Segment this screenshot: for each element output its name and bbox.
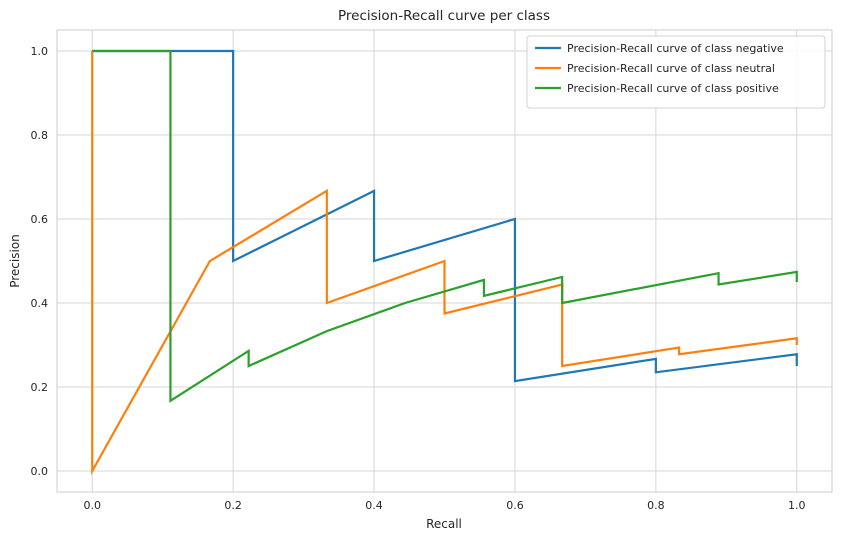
y-axis-label: Precision: [8, 234, 22, 288]
legend-label: Precision-Recall curve of class positive: [567, 82, 779, 95]
tick-labels: 0.0 0.2 0.4 0.6 0.8 1.0 0.0 0.2 0.4 0.6 0.8 1.0: [31, 45, 806, 512]
series-lines: [91, 49, 798, 476]
x-axis-label: Recall: [426, 517, 462, 531]
chart-title: Precision-Recall curve per class: [338, 8, 550, 24]
x-tick-label: 0.4: [365, 499, 383, 512]
x-tick-label: 0.6: [506, 499, 524, 512]
legend-box: [526, 35, 826, 109]
y-tick-label: 0.8: [31, 129, 49, 142]
legend-label: Precision-Recall curve of class negative: [567, 42, 784, 55]
y-tick-label: 1.0: [31, 45, 49, 58]
legend: Precision-Recall curve of class negative…: [526, 35, 826, 109]
x-tick-label: 0.0: [83, 499, 101, 512]
legend-label: Precision-Recall curve of class neutral: [567, 62, 775, 75]
y-tick-label: 0.2: [31, 381, 49, 394]
y-tick-label: 0.0: [31, 465, 49, 478]
y-tick-label: 0.6: [31, 213, 49, 226]
y-tick-label: 0.4: [31, 297, 49, 310]
series-line-1: [92, 49, 798, 383]
x-tick-label: 0.2: [224, 499, 242, 512]
series-line-3: [92, 49, 798, 403]
x-tick-label: 0.8: [647, 499, 665, 512]
x-tick-label: 1.0: [788, 499, 806, 512]
series-line-2: [91, 51, 798, 476]
